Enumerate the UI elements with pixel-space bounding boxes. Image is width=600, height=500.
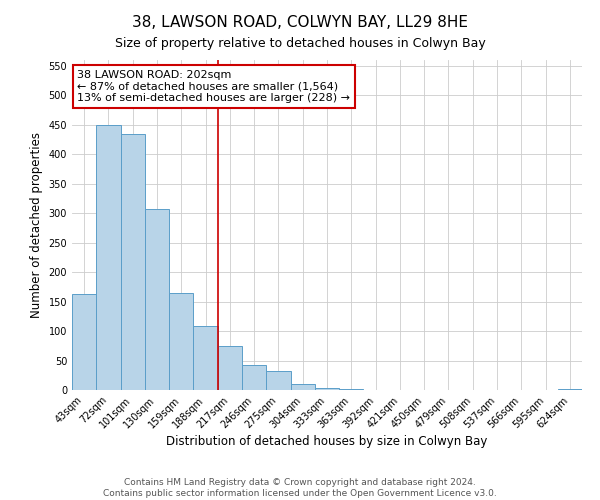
Text: 38, LAWSON ROAD, COLWYN BAY, LL29 8HE: 38, LAWSON ROAD, COLWYN BAY, LL29 8HE (132, 15, 468, 30)
Bar (169, 293, 193, 390)
Text: Contains HM Land Registry data © Crown copyright and database right 2024.
Contai: Contains HM Land Registry data © Crown c… (103, 478, 497, 498)
Bar (290, 384, 315, 390)
X-axis label: Distribution of detached houses by size in Colwyn Bay: Distribution of detached houses by size … (166, 436, 488, 448)
Bar (72, 294, 96, 390)
Bar (96, 125, 121, 390)
Bar (558, 389, 582, 390)
Bar (193, 326, 218, 390)
Bar (266, 371, 290, 390)
Bar (242, 364, 266, 390)
Bar (315, 388, 339, 390)
Text: 38 LAWSON ROAD: 202sqm
← 87% of detached houses are smaller (1,564)
13% of semi-: 38 LAWSON ROAD: 202sqm ← 87% of detached… (77, 70, 350, 103)
Bar (218, 346, 242, 390)
Bar (121, 134, 145, 390)
Text: Size of property relative to detached houses in Colwyn Bay: Size of property relative to detached ho… (115, 38, 485, 51)
Y-axis label: Number of detached properties: Number of detached properties (30, 132, 43, 318)
Bar (145, 208, 169, 390)
